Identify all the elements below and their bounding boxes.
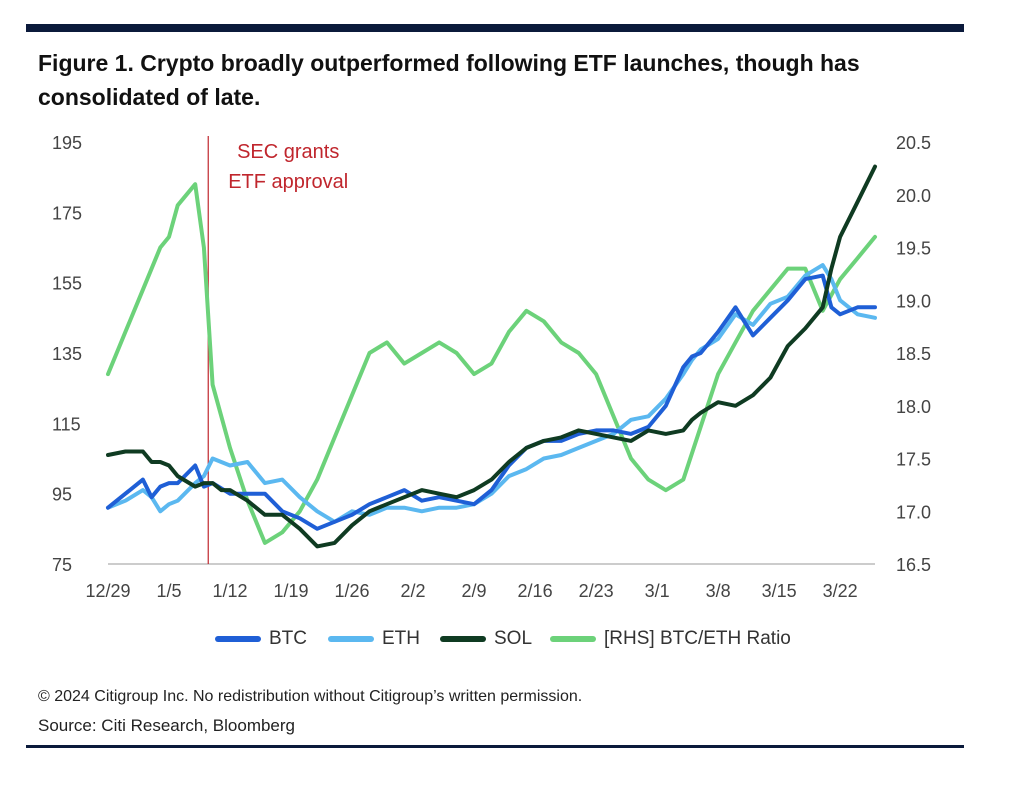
legend-label: BTC <box>269 628 307 649</box>
right-tick-label: 20.0 <box>896 186 931 206</box>
legend-item: ETH <box>328 628 420 650</box>
line-chart: 195 175 155 135 115 95 75 20.5 20.0 19.5 19.0 18.5 1… <box>52 133 931 601</box>
right-tick-label: 16.5 <box>896 555 931 575</box>
x-tick-label: 2/16 <box>518 581 553 601</box>
right-tick-label: 20.5 <box>896 133 931 153</box>
legend-swatch <box>440 636 486 642</box>
left-tick-label: 195 <box>52 133 82 153</box>
x-tick-label: 1/5 <box>156 581 181 601</box>
chart-legend: BTC ETH SOL [RHS] BTC/ETH Ratio <box>0 628 1024 658</box>
legend-swatch <box>215 636 261 642</box>
source-note: Source: Citi Research, Bloomberg <box>38 716 296 735</box>
bottom-rule <box>26 745 964 748</box>
legend-label: [RHS] BTC/ETH Ratio <box>604 628 791 649</box>
x-tick-label: 12/29 <box>85 581 130 601</box>
right-tick-label: 18.5 <box>896 344 931 364</box>
left-tick-label: 75 <box>52 555 72 575</box>
x-tick-label: 2/9 <box>462 581 487 601</box>
legend-swatch <box>550 636 596 642</box>
x-tick-label: 3/1 <box>645 581 670 601</box>
right-tick-label: 17.0 <box>896 502 931 522</box>
x-tick-label: 1/19 <box>274 581 309 601</box>
right-tick-label: 18.0 <box>896 397 931 417</box>
legend-label: SOL <box>494 628 533 649</box>
legend-label: ETH <box>382 628 420 649</box>
left-tick-label: 135 <box>52 344 82 364</box>
x-tick-label: 3/22 <box>823 581 858 601</box>
chart-title: Figure 1. Crypto broadly outperformed fo… <box>38 50 860 110</box>
series-line-sol <box>106 164 877 549</box>
copyright-note: © 2024 Citigroup Inc. No redistribution … <box>38 688 583 705</box>
left-tick-label: 95 <box>52 485 72 505</box>
legend-swatch <box>328 636 374 642</box>
x-tick-label: 3/15 <box>762 581 797 601</box>
left-tick-label: 155 <box>52 274 82 294</box>
left-tick-label: 175 <box>52 203 82 223</box>
right-tick-label: 19.5 <box>896 239 931 259</box>
annotation-line-2: ETF approval <box>228 171 348 193</box>
legend-item: BTC <box>215 628 307 650</box>
top-rule <box>26 24 964 32</box>
x-tick-label: 2/23 <box>579 581 614 601</box>
x-tick-label: 3/8 <box>706 581 731 601</box>
annotation-line-1: SEC grants <box>237 141 339 163</box>
series-line-rhs-btc-eth-ratio <box>106 182 877 545</box>
x-tick-label: 1/26 <box>335 581 370 601</box>
right-tick-label: 19.0 <box>896 291 931 311</box>
x-tick-label: 2/2 <box>401 581 426 601</box>
left-tick-label: 115 <box>52 414 81 434</box>
right-tick-label: 17.5 <box>896 450 931 470</box>
legend-item: SOL <box>440 628 532 650</box>
x-tick-label: 1/12 <box>212 581 247 601</box>
legend-item: [RHS] BTC/ETH Ratio <box>550 628 791 650</box>
